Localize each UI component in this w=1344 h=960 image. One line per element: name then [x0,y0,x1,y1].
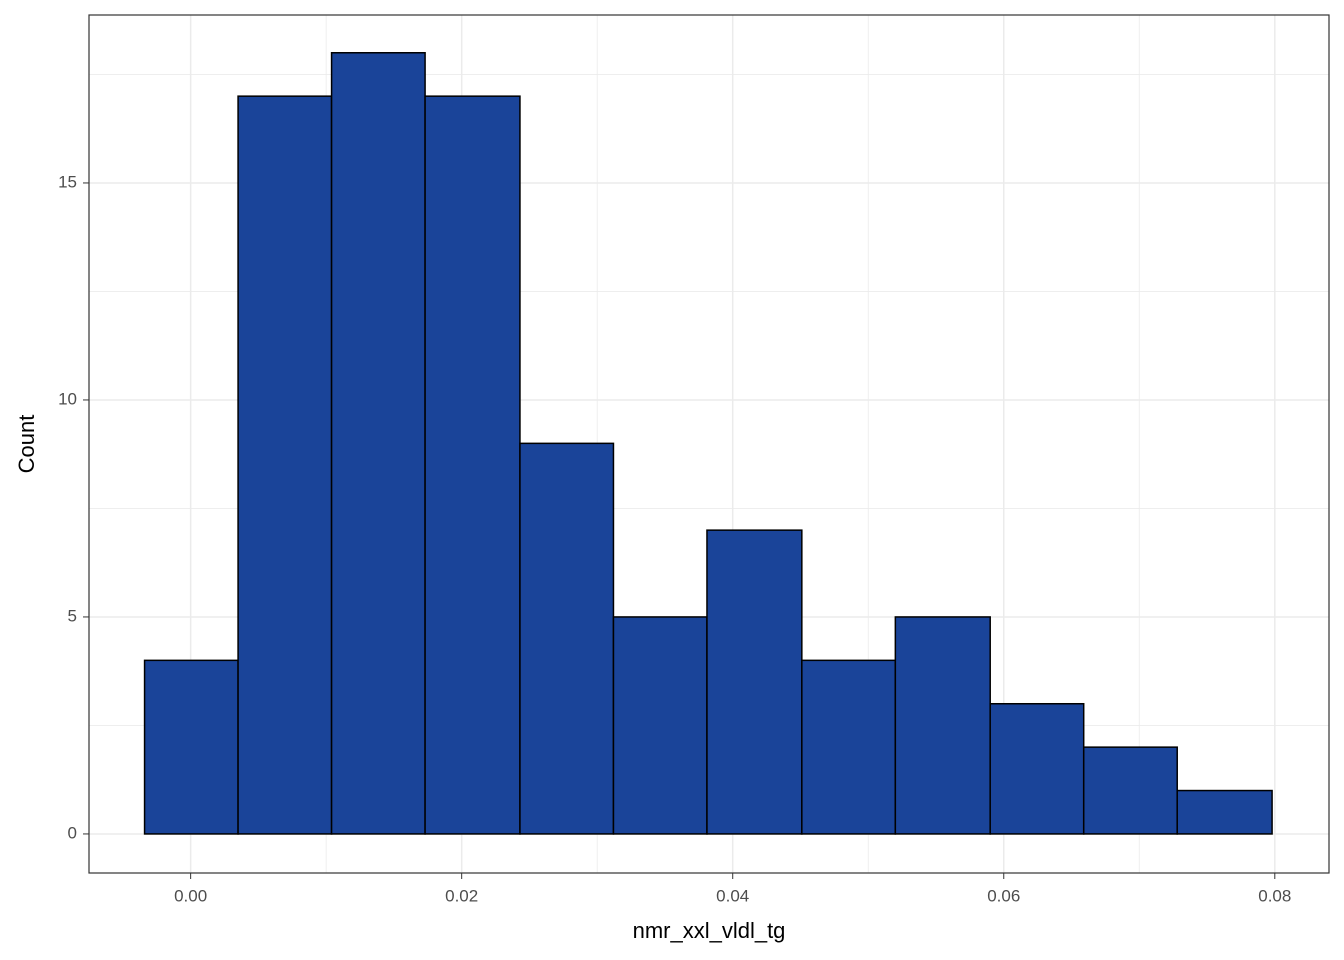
x-axis-title: nmr_xxl_vldl_tg [633,918,786,943]
x-tick-label: 0.06 [987,886,1020,905]
bar [1176,789,1273,835]
bar [989,702,1085,835]
bar [706,529,803,835]
y-tick-label: 15 [58,172,77,191]
bar [424,95,521,835]
y-tick-label: 10 [58,389,77,408]
x-tick-label: 0.08 [1258,886,1291,905]
y-axis-title: Count [14,415,39,474]
panel-border [88,14,1330,874]
bar [1082,746,1178,835]
bar [143,659,239,835]
x-tick-label: 0.00 [174,886,207,905]
bar [519,442,615,835]
x-tick-label: 0.04 [716,886,749,905]
bar [330,52,426,835]
y-tick-label: 0 [68,823,77,842]
bar [237,95,333,835]
y-tick-label: 5 [68,606,77,625]
bar [612,616,708,835]
bar [894,616,991,835]
bar [801,659,897,835]
x-tick-label: 0.02 [445,886,478,905]
